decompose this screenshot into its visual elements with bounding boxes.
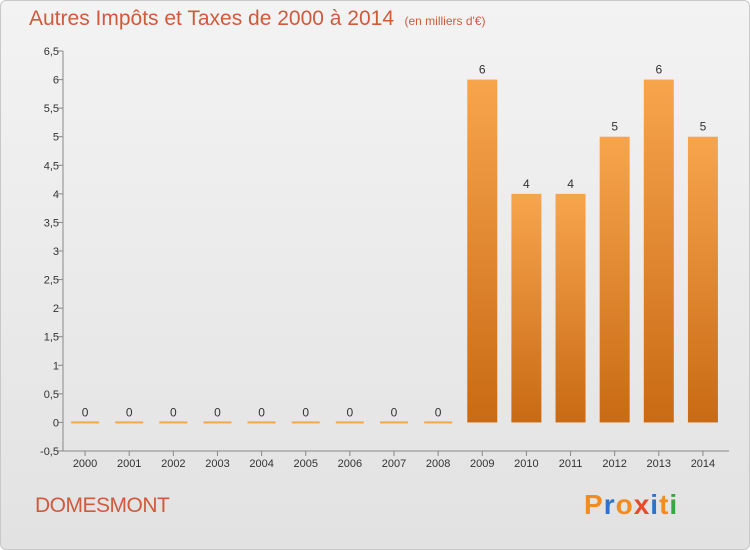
data-label: 4 xyxy=(523,177,530,191)
bar xyxy=(511,193,542,423)
x-tick-label: 2003 xyxy=(205,458,229,470)
bar xyxy=(380,421,408,424)
data-label: 4 xyxy=(567,177,574,191)
y-tick-label: 1,5 xyxy=(44,332,59,344)
chart-title: Autres Impôts et Taxes de 2000 à 2014 xyxy=(29,7,395,30)
bar xyxy=(291,421,320,424)
logo-letter: x xyxy=(633,489,651,520)
y-tick-label: 4 xyxy=(53,189,59,201)
bar xyxy=(599,136,630,423)
y-tick-label: 1 xyxy=(53,360,59,372)
bar xyxy=(424,421,453,424)
data-label: 0 xyxy=(258,405,265,419)
data-label: 6 xyxy=(479,63,486,77)
chart-subtitle: (en milliers d'€) xyxy=(404,14,486,28)
y-tick-label: 2 xyxy=(53,303,59,315)
bar xyxy=(643,79,674,423)
y-tick-label: 6 xyxy=(53,75,59,87)
x-tick-label: 2012 xyxy=(602,458,626,470)
bar xyxy=(159,421,188,424)
x-tick-label: 2006 xyxy=(338,458,362,470)
chart-title-group: Autres Impôts et Taxes de 2000 à 2014 (e… xyxy=(29,7,485,31)
x-tick-label: 2013 xyxy=(647,458,671,470)
y-tick-label: 4,5 xyxy=(44,160,59,172)
x-tick-label: 2009 xyxy=(470,458,494,470)
bar xyxy=(555,193,586,423)
logo-letter: P xyxy=(584,489,604,520)
logo-letter: o xyxy=(615,489,634,520)
logo-letter: r xyxy=(603,489,616,520)
x-tick-label: 2005 xyxy=(293,458,317,470)
data-label: 0 xyxy=(170,405,177,419)
logo-letter: i xyxy=(650,489,660,520)
logo-letter: i xyxy=(669,489,679,520)
data-label: 6 xyxy=(655,63,662,77)
data-label: 0 xyxy=(435,405,442,419)
data-label: 0 xyxy=(347,405,354,419)
y-tick-label: 5 xyxy=(53,132,59,144)
bar xyxy=(467,79,498,423)
data-label: 0 xyxy=(82,405,89,419)
data-label: 0 xyxy=(126,405,133,419)
bar xyxy=(687,136,718,423)
bar xyxy=(335,421,364,424)
data-label: 0 xyxy=(391,405,398,419)
x-tick-label: 2014 xyxy=(691,458,715,470)
x-tick-label: 2004 xyxy=(249,458,273,470)
x-tick-label: 2001 xyxy=(117,458,141,470)
data-label: 0 xyxy=(214,405,221,419)
y-tick-label: 3 xyxy=(53,246,59,258)
data-label: 0 xyxy=(302,405,309,419)
bar xyxy=(115,421,144,424)
y-tick-label: 0,5 xyxy=(44,389,59,401)
y-tick-label: 3,5 xyxy=(44,217,59,229)
logo-letter: t xyxy=(659,489,670,520)
x-tick-label: 2011 xyxy=(559,458,583,470)
bar xyxy=(203,421,232,424)
data-label: 5 xyxy=(700,120,707,134)
y-tick-label: 5,5 xyxy=(44,103,59,115)
x-tick-label: 2002 xyxy=(161,458,185,470)
proxiti-logo: Proxiti xyxy=(584,489,678,521)
x-tick-label: 2007 xyxy=(382,458,406,470)
data-label: 5 xyxy=(611,120,618,134)
x-tick-label: 2008 xyxy=(426,458,450,470)
y-tick-label: 6,5 xyxy=(44,46,59,58)
y-tick-label: 2,5 xyxy=(44,275,59,287)
x-tick-label: 2010 xyxy=(514,458,538,470)
y-tick-label: -0,5 xyxy=(40,446,59,458)
commune-name: DOMESMONT xyxy=(35,494,170,517)
bar xyxy=(247,421,276,424)
y-tick-label: 0 xyxy=(53,417,59,429)
x-tick-label: 2000 xyxy=(73,458,97,470)
bar xyxy=(71,421,100,424)
